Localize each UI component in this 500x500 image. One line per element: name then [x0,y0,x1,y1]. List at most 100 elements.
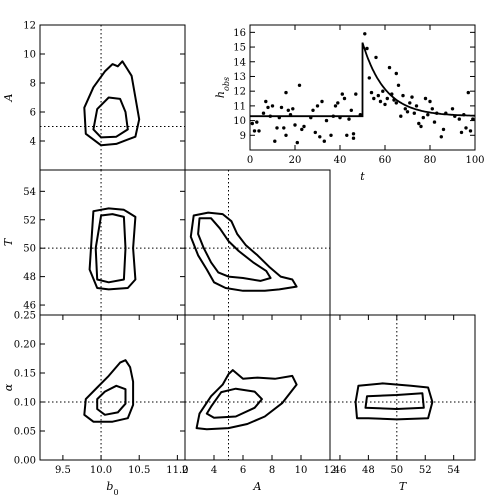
y-tick-label: 46 [23,301,36,312]
contour-inner [197,217,272,282]
x-tick-label: 0 [247,155,253,166]
y-tick-label: 0.05 [14,427,36,438]
data-point [457,117,461,121]
data-point [385,96,389,101]
data-point [365,46,369,51]
data-point [349,108,353,113]
x-tick-label: 10 [295,465,308,476]
data-point [284,90,288,95]
data-point [351,132,356,136]
data-point [466,90,470,95]
y-tick-label: 0.00 [14,456,36,467]
panel-frame [249,24,476,151]
data-point [378,99,383,104]
contour-inner [205,387,263,419]
data-point [421,115,425,120]
data-point [471,117,475,121]
data-point [345,133,349,137]
x-tick-label: 54 [447,465,460,476]
y-tick-label: 14 [233,57,246,68]
data-point [336,101,340,105]
y-tick-label: 11 [233,101,246,112]
data-point [408,101,412,105]
data-point [367,76,371,80]
x-tick-label: 20 [289,155,302,166]
model-fit-line [250,42,475,118]
x-tick-label: 50 [390,465,403,476]
x-axis-label: t [360,170,365,183]
y-axis-label: A [2,93,15,102]
data-point [311,108,315,113]
panel-frame [184,314,331,461]
y-tick-label: 15 [233,43,246,54]
y-tick-label: 6 [30,108,36,119]
data-point [419,124,423,129]
contour-inner [92,96,129,139]
x-tick-label: 10.0 [90,465,112,476]
y-axis-label: T [2,237,15,246]
data-point [295,140,299,145]
panel-A_T [184,169,331,316]
data-point [279,105,284,110]
data-point [376,93,380,98]
x-axis-label: b0 [106,480,118,497]
data-point [394,71,398,76]
panel-frame [39,169,186,316]
data-point [320,99,324,104]
data-point [282,126,286,130]
data-point [450,107,455,111]
data-point [403,107,407,111]
y-tick-label: 10 [23,50,36,61]
data-point [286,108,290,113]
x-tick-label: 48 [362,465,375,476]
x-tick-label: 52 [419,465,432,476]
panel-b0_A: 4 6 8 10 12 A [2,21,186,171]
data-point [426,113,430,117]
data-point [257,129,261,133]
y-tick-label: 4 [30,137,36,148]
contour-inner [94,213,127,284]
y-tick-label: 48 [23,272,36,283]
data-point [459,130,464,135]
data-point [430,107,434,111]
y-tick-label: 50 [23,244,36,255]
x-tick-label: 4 [211,465,217,476]
x-tick-label: 40 [334,155,347,166]
data-point [372,96,376,101]
y-tick-label: 52 [23,215,36,226]
data-point [383,102,387,107]
data-point [381,89,385,93]
contour-outer [195,369,298,431]
data-point [293,123,297,127]
y-tick-label: 54 [23,187,36,198]
panel-A_alpha: 2 4 6 8 10 12 A [182,314,337,493]
data-point [302,124,306,129]
contour-outer [88,207,137,291]
data-point [354,92,358,96]
data-point [394,101,398,105]
data-point [351,136,356,140]
data-point [347,117,351,121]
x-tick-label: 12 [324,465,337,476]
x-tick-label: 8 [269,465,275,476]
data-point [329,133,333,137]
panel-b0_T: 46 48 50 52 54 T [2,169,186,316]
contour-inner [364,392,425,410]
data-point [441,127,446,132]
data-point [387,65,392,70]
data-point [273,139,277,143]
data-point [399,114,403,118]
y-tick-label: 12 [23,21,36,32]
data-point [363,32,367,36]
data-point [270,104,275,108]
panel-frame [329,314,476,461]
x-axis-label: T [399,480,408,493]
data-point [464,126,468,130]
x-tick-label: 2 [182,465,188,476]
contour-outer [83,359,135,423]
y-tick-label: 0.15 [14,369,36,380]
data-point [252,129,257,133]
data-point [275,126,279,130]
y-axis-label: hobs [214,77,231,98]
